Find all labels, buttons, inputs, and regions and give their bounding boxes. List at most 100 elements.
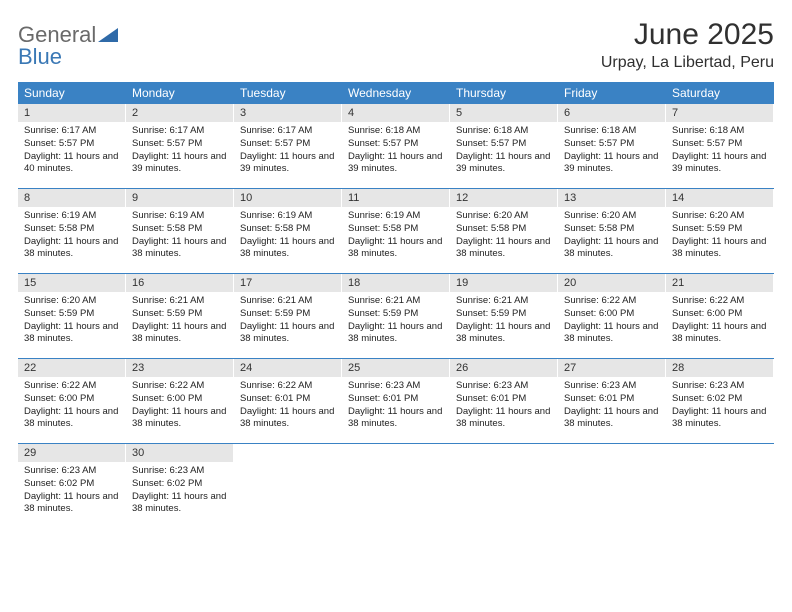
- day-details: Sunrise: 6:23 AMSunset: 6:01 PMDaylight:…: [558, 377, 665, 437]
- sunset-line: Sunset: 5:59 PM: [24, 308, 119, 321]
- daylight-line: Daylight: 11 hours and 38 minutes.: [24, 406, 119, 432]
- daylight-line: Daylight: 11 hours and 38 minutes.: [132, 491, 227, 517]
- calendar-day: 6 Sunrise: 6:18 AMSunset: 5:57 PMDaylight…: [558, 104, 666, 188]
- daylight-line: Daylight: 11 hours and 38 minutes.: [24, 321, 119, 347]
- logo-triangle-icon: [98, 28, 118, 46]
- sunset-line: Sunset: 5:58 PM: [348, 223, 443, 236]
- day-number: 16: [126, 274, 233, 292]
- sunrise-line: Sunrise: 6:19 AM: [240, 210, 335, 223]
- day-number: 18: [342, 274, 449, 292]
- day-details: Sunrise: 6:19 AMSunset: 5:58 PMDaylight:…: [126, 207, 233, 267]
- day-details: Sunrise: 6:17 AMSunset: 5:57 PMDaylight:…: [234, 122, 341, 182]
- sunrise-line: Sunrise: 6:17 AM: [240, 125, 335, 138]
- day-details: Sunrise: 6:18 AMSunset: 5:57 PMDaylight:…: [450, 122, 557, 182]
- sunrise-line: Sunrise: 6:18 AM: [564, 125, 659, 138]
- sunrise-line: Sunrise: 6:20 AM: [564, 210, 659, 223]
- day-details: Sunrise: 6:22 AMSunset: 6:00 PMDaylight:…: [126, 377, 233, 437]
- daylight-line: Daylight: 11 hours and 39 minutes.: [564, 151, 659, 177]
- sunrise-line: Sunrise: 6:18 AM: [456, 125, 551, 138]
- calendar-day: 27Sunrise: 6:23 AMSunset: 6:01 PMDayligh…: [558, 359, 666, 443]
- daylight-line: Daylight: 11 hours and 38 minutes.: [240, 236, 335, 262]
- day-number: 8: [18, 189, 125, 207]
- sunset-line: Sunset: 5:58 PM: [24, 223, 119, 236]
- calendar-week: 29Sunrise: 6:23 AMSunset: 6:02 PMDayligh…: [18, 444, 774, 528]
- day-number: 10: [234, 189, 341, 207]
- calendar-day: 7Sunrise: 6:18 AMSunset: 5:57 PMDaylight…: [666, 104, 774, 188]
- sunset-line: Sunset: 5:57 PM: [240, 138, 335, 151]
- day-details: Sunrise: 6:23 AMSunset: 6:01 PMDaylight:…: [342, 377, 449, 437]
- daylight-line: Daylight: 11 hours and 38 minutes.: [240, 321, 335, 347]
- sunrise-line: Sunrise: 6:23 AM: [348, 380, 443, 393]
- sunset-line: Sunset: 6:02 PM: [672, 393, 767, 406]
- daylight-line: Daylight: 11 hours and 38 minutes.: [132, 236, 227, 262]
- day-number: 14: [666, 189, 773, 207]
- title-block: June 2025 Urpay, La Libertad, Peru: [601, 18, 774, 72]
- sunset-line: Sunset: 6:00 PM: [672, 308, 767, 321]
- sunset-line: Sunset: 5:57 PM: [564, 138, 659, 151]
- day-number: 12: [450, 189, 557, 207]
- day-number: 4: [342, 104, 449, 122]
- calendar-day: 14Sunrise: 6:20 AMSunset: 5:59 PMDayligh…: [666, 189, 774, 273]
- sunrise-line: Sunrise: 6:22 AM: [24, 380, 119, 393]
- calendar-day: 25Sunrise: 6:23 AMSunset: 6:01 PMDayligh…: [342, 359, 450, 443]
- day-number: 24: [234, 359, 341, 377]
- weeks-grid: 1Sunrise: 6:17 AMSunset: 5:57 PMDaylight…: [18, 104, 774, 528]
- sunset-line: Sunset: 6:00 PM: [132, 393, 227, 406]
- sunset-line: Sunset: 5:58 PM: [456, 223, 551, 236]
- daylight-line: Daylight: 11 hours and 38 minutes.: [348, 236, 443, 262]
- day-number: 11: [342, 189, 449, 207]
- day-details: Sunrise: 6:21 AMSunset: 5:59 PMDaylight:…: [126, 292, 233, 352]
- sunset-line: Sunset: 5:58 PM: [240, 223, 335, 236]
- calendar-day: 18Sunrise: 6:21 AMSunset: 5:59 PMDayligh…: [342, 274, 450, 358]
- calendar-day: ..: [234, 444, 342, 528]
- calendar: SundayMondayTuesdayWednesdayThursdayFrid…: [18, 82, 774, 528]
- sunrise-line: Sunrise: 6:19 AM: [132, 210, 227, 223]
- daylight-line: Daylight: 11 hours and 38 minutes.: [240, 406, 335, 432]
- daylight-line: Daylight: 11 hours and 38 minutes.: [456, 321, 551, 347]
- day-number: 3: [234, 104, 341, 122]
- calendar-day: 13Sunrise: 6:20 AMSunset: 5:58 PMDayligh…: [558, 189, 666, 273]
- daylight-line: Daylight: 11 hours and 38 minutes.: [348, 406, 443, 432]
- sunset-line: Sunset: 6:01 PM: [240, 393, 335, 406]
- sunrise-line: Sunrise: 6:18 AM: [672, 125, 767, 138]
- day-details: Sunrise: 6:17 AMSunset: 5:57 PMDaylight:…: [18, 122, 125, 182]
- calendar-day: 15Sunrise: 6:20 AMSunset: 5:59 PMDayligh…: [18, 274, 126, 358]
- day-number: 22: [18, 359, 125, 377]
- calendar-day: 16Sunrise: 6:21 AMSunset: 5:59 PMDayligh…: [126, 274, 234, 358]
- sunset-line: Sunset: 5:59 PM: [456, 308, 551, 321]
- day-number: 30: [126, 444, 233, 462]
- weekday-header: Monday: [126, 82, 234, 104]
- daylight-line: Daylight: 11 hours and 39 minutes.: [456, 151, 551, 177]
- weekday-header: Tuesday: [234, 82, 342, 104]
- calendar-day: 24Sunrise: 6:22 AMSunset: 6:01 PMDayligh…: [234, 359, 342, 443]
- daylight-line: Daylight: 11 hours and 38 minutes.: [348, 321, 443, 347]
- calendar-day: 21Sunrise: 6:22 AMSunset: 6:00 PMDayligh…: [666, 274, 774, 358]
- day-number: 23: [126, 359, 233, 377]
- day-number: 6: [558, 104, 665, 122]
- day-number: 2: [126, 104, 233, 122]
- day-details: Sunrise: 6:20 AMSunset: 5:59 PMDaylight:…: [18, 292, 125, 352]
- sunrise-line: Sunrise: 6:19 AM: [24, 210, 119, 223]
- day-number: 29: [18, 444, 125, 462]
- sunset-line: Sunset: 5:59 PM: [672, 223, 767, 236]
- calendar-day: 20Sunrise: 6:22 AMSunset: 6:00 PMDayligh…: [558, 274, 666, 358]
- logo-text-blue: Blue: [18, 44, 62, 69]
- sunrise-line: Sunrise: 6:22 AM: [564, 295, 659, 308]
- weekday-header: Saturday: [666, 82, 774, 104]
- sunset-line: Sunset: 5:57 PM: [24, 138, 119, 151]
- sunset-line: Sunset: 5:59 PM: [132, 308, 227, 321]
- daylight-line: Daylight: 11 hours and 39 minutes.: [348, 151, 443, 177]
- sunset-line: Sunset: 5:59 PM: [240, 308, 335, 321]
- sunrise-line: Sunrise: 6:23 AM: [672, 380, 767, 393]
- day-number: 28: [666, 359, 773, 377]
- weekday-header: Sunday: [18, 82, 126, 104]
- sunrise-line: Sunrise: 6:18 AM: [348, 125, 443, 138]
- day-details: Sunrise: 6:20 AMSunset: 5:59 PMDaylight:…: [666, 207, 773, 267]
- calendar-day: 26Sunrise: 6:23 AMSunset: 6:01 PMDayligh…: [450, 359, 558, 443]
- day-number: 25: [342, 359, 449, 377]
- calendar-day: ..: [342, 444, 450, 528]
- day-details: Sunrise: 6:17 AMSunset: 5:57 PMDaylight:…: [126, 122, 233, 182]
- sunrise-line: Sunrise: 6:17 AM: [24, 125, 119, 138]
- day-number: 19: [450, 274, 557, 292]
- sunrise-line: Sunrise: 6:22 AM: [132, 380, 227, 393]
